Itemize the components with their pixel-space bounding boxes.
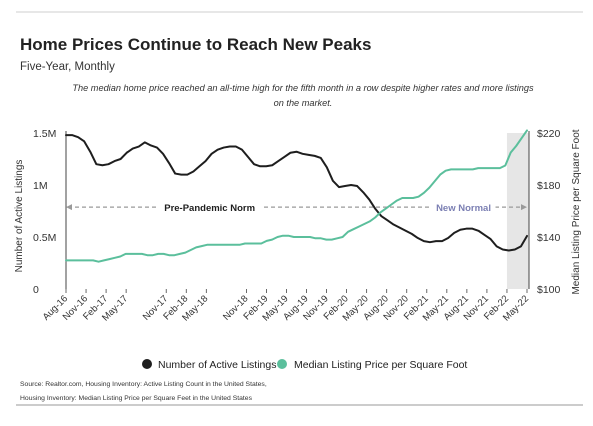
y-axis-right-label: Median Listing Price per Square Foot: [571, 129, 582, 294]
reference-arrow-left: [66, 204, 72, 211]
y-left-tick-label: 1M: [33, 180, 48, 192]
series-line-price-per-sqft: [65, 129, 528, 263]
legend-swatch-price: [277, 359, 287, 369]
region-label-bg: [158, 201, 262, 214]
legend-swatch-listings: [142, 359, 152, 369]
chart-subtitle: Five-Year, Monthly: [20, 61, 115, 73]
legend-label-listings: Number of Active Listings: [158, 359, 276, 371]
source-line-1: Source: Realtor.com, Housing Inventory: …: [20, 381, 267, 388]
annotation-line-2: on the market.: [274, 98, 333, 108]
y-axis-left-label: Number of Active Listings: [14, 160, 25, 273]
legend: Number of Active Listings Median Listing…: [142, 359, 467, 371]
reference-arrow-right: [521, 204, 527, 211]
y-right-tick-label: $140: [537, 232, 561, 244]
region-label-bg: [431, 201, 496, 214]
y-left-tick-label: 0: [33, 284, 39, 296]
y-left-tick-label: 0.5M: [33, 232, 56, 244]
y-right-tick-label: $100: [537, 284, 561, 296]
y-right-tick-label: $220: [537, 128, 561, 140]
annotation-line-1: The median home price reached an all-tim…: [72, 83, 534, 93]
legend-label-price: Median Listing Price per Square Foot: [294, 359, 467, 371]
series-line-active-listings: [65, 134, 528, 252]
region-label: Pre-Pandemic Norm: [164, 203, 255, 214]
source-line-2: Housing Inventory: Median Listing Price …: [20, 395, 253, 402]
shaded-period: [506, 133, 529, 289]
plot-area: 00.5M1M1.5M$100$140$180$220Aug-16Nov-16F…: [33, 128, 561, 324]
y-left-tick-label: 1.5M: [33, 128, 56, 140]
y-right-tick-label: $180: [537, 180, 561, 192]
region-label: New Normal: [436, 203, 491, 214]
chart-title: Home Prices Continue to Reach New Peaks: [20, 35, 371, 54]
